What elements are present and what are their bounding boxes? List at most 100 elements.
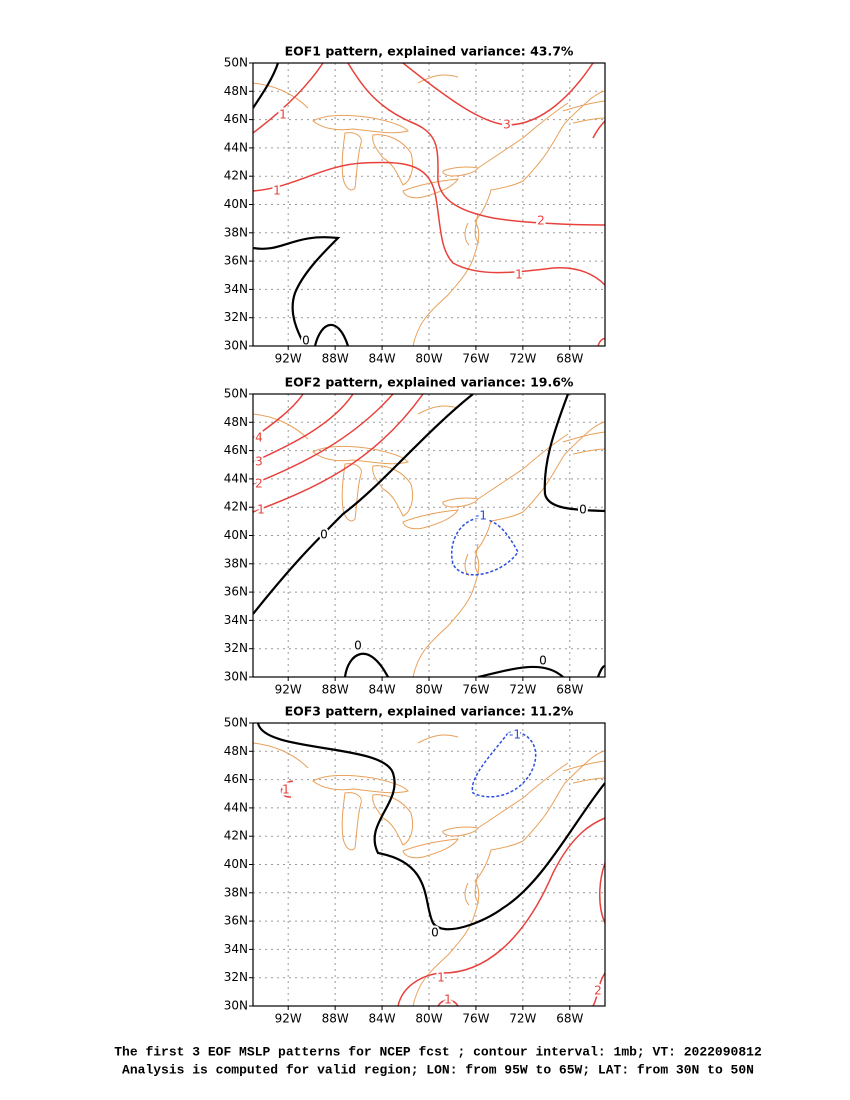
contour-line (592, 120, 605, 139)
y-tick-label: 36N (224, 585, 248, 599)
y-tick-label: 40N (224, 528, 248, 542)
y-tick-label: 30N (224, 339, 248, 353)
x-tick-label: 80W (415, 683, 442, 697)
y-tick-label: 48N (224, 415, 248, 429)
contour-label: 0 (539, 654, 547, 668)
contour-line (437, 999, 459, 1006)
contour-label: 0 (320, 528, 328, 542)
contour-line (253, 394, 424, 513)
x-tick-label: 88W (322, 1012, 349, 1026)
y-tick-label: 48N (224, 744, 248, 758)
y-tick-label: 50N (224, 56, 248, 70)
map-panel: 0 1 1 1 2 -1 92W 88W 84W 80W 76W 72W 68W 30N 32N 34N 36N… (224, 716, 606, 1026)
x-tick-label: 84W (368, 352, 395, 366)
contour-label: 1 (257, 503, 265, 517)
y-tick-label: 38N (224, 556, 248, 570)
y-tick-label: 42N (224, 829, 248, 843)
contour-label: 4 (255, 431, 263, 445)
x-tick-label: 68W (556, 1012, 583, 1026)
map-frame (252, 62, 606, 347)
contour-label: 2 (537, 214, 545, 228)
contour-line (313, 323, 350, 346)
contour-line (543, 394, 605, 513)
contour-label: 2 (594, 984, 602, 998)
y-tick-label: 38N (224, 225, 248, 239)
panel-title: EOF3 pattern, explained variance: 11.2% (285, 704, 574, 719)
x-tick-label: 76W (462, 352, 489, 366)
contour-label: 0 (302, 334, 310, 348)
contour-label: 3 (255, 455, 263, 469)
caption-line: The first 3 EOF MSLP patterns for NCEP f… (114, 1044, 762, 1059)
contour-label: 0 (579, 503, 587, 517)
panel-title: EOF2 pattern, explained variance: 19.6% (285, 375, 574, 390)
y-tick-label: 42N (224, 169, 248, 183)
coastline (253, 405, 605, 677)
panel-title: EOF1 pattern, explained variance: 43.7% (285, 44, 574, 59)
contour-line (451, 517, 519, 576)
y-tick-label: 46N (224, 772, 248, 786)
contour-line (253, 161, 605, 286)
contour-label: 2 (255, 477, 263, 491)
map-area: 4 3 2 1 0 0 0 0 -1 (253, 394, 605, 677)
contour-line (477, 665, 564, 677)
contour-label: 3 (503, 118, 511, 132)
contour-line (347, 63, 605, 226)
contour-label: 0 (354, 639, 362, 653)
map-area: 1 3 1 2 1 0 (253, 63, 605, 348)
y-tick-label: 44N (224, 471, 248, 485)
coastline (253, 734, 605, 1006)
x-tick-label: 68W (556, 683, 583, 697)
contour-line (402, 63, 594, 126)
x-tick-label: 92W (275, 1012, 302, 1026)
contour-line (253, 63, 324, 134)
x-tick-label: 68W (556, 352, 583, 366)
contour-line (397, 817, 605, 1006)
x-tick-label: 72W (509, 352, 536, 366)
x-tick-label: 88W (322, 352, 349, 366)
contour-line (599, 862, 605, 924)
y-tick-label: 50N (224, 716, 248, 730)
y-tick-label: 34N (224, 942, 248, 956)
y-tick-label: 46N (224, 443, 248, 457)
y-tick-label: 36N (224, 914, 248, 928)
y-tick-label: 34N (224, 282, 248, 296)
y-tick-label: 36N (224, 254, 248, 268)
y-tick-label: 40N (224, 197, 248, 211)
x-tick-label: 72W (509, 683, 536, 697)
contour-line (253, 236, 341, 346)
y-tick-label: 40N (224, 857, 248, 871)
contour-label: 1 (444, 993, 452, 1007)
x-tick-label: 84W (368, 1012, 395, 1026)
caption-line: Analysis is computed for valid region; L… (122, 1062, 754, 1077)
contour-line (253, 394, 474, 615)
y-tick-label: 32N (224, 970, 248, 984)
y-tick-label: 32N (224, 641, 248, 655)
map-panel: 4 3 2 1 0 0 0 0 -1 92W 88W 84W 80W 76W 72W 68W 30N 32N 34N… (224, 387, 606, 697)
coastline (253, 74, 605, 346)
contour-line (280, 780, 294, 798)
y-tick-label: 32N (224, 310, 248, 324)
contour-line (253, 394, 304, 439)
x-tick-label: 92W (275, 352, 302, 366)
map-frame (252, 393, 606, 678)
x-tick-label: 76W (462, 1012, 489, 1026)
y-tick-label: 46N (224, 112, 248, 126)
contour-line (597, 338, 605, 346)
contour-line (343, 652, 389, 677)
y-tick-label: 48N (224, 84, 248, 98)
map-area: 0 1 1 1 2 -1 (253, 723, 605, 1007)
contour-line (596, 664, 605, 677)
x-tick-label: 80W (415, 352, 442, 366)
contour-label: -1 (509, 728, 521, 742)
y-tick-label: 44N (224, 800, 248, 814)
y-tick-label: 30N (224, 670, 248, 684)
x-tick-label: 84W (368, 683, 395, 697)
contour-line (471, 731, 537, 798)
y-tick-label: 42N (224, 500, 248, 514)
contour-label: 1 (279, 108, 287, 122)
x-tick-label: 72W (509, 1012, 536, 1026)
contour-line (592, 972, 605, 1006)
contour-label: 1 (273, 184, 281, 198)
